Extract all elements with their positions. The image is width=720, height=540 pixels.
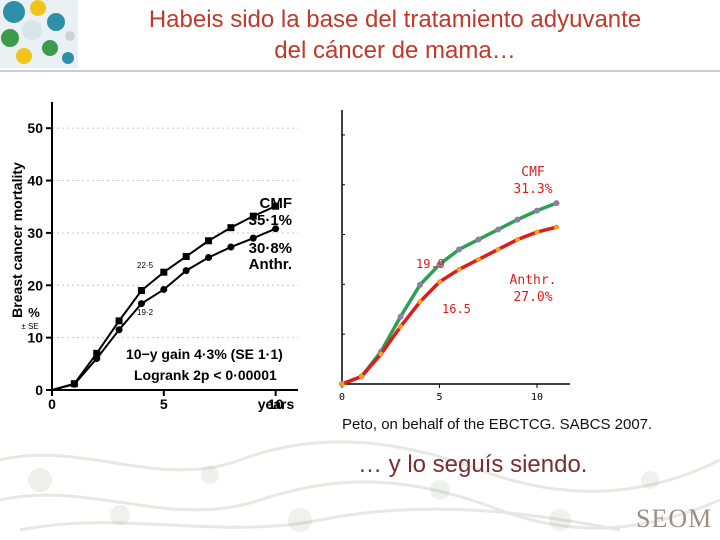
right-data-label-cmf: 19.9 [416,257,445,271]
annotation-logrank: Logrank 2p < 0·00001 [134,367,277,383]
left-point-cmf [137,287,145,295]
right-x-tick-labels: 0 5 10 [339,392,543,403]
left-x-tick-label-5: 5 [160,396,168,412]
left-y-tick-label-30: 30 [27,225,43,241]
title-line-1: Habeis sido la base del tratamiento adyu… [148,6,642,33]
left-y-axis-label: Breast cancer mortality [9,162,25,318]
right-point-anthr [378,351,384,357]
annotation-gain: 10−y gain 4·3% (SE 1·1) [126,346,283,362]
left-point-cmf [249,212,257,220]
right-point-anthr [515,237,520,243]
left-y-tick-label-20: 20 [27,277,43,293]
right-point-anthr [495,246,501,252]
left-y-tick-label-10: 10 [27,330,43,346]
right-legend-cmf-name: CMF [521,165,545,180]
left-point-cmf [115,317,123,325]
left-y-tick-label-0: 0 [35,382,43,398]
mosaic-decoration-bottom [0,440,720,532]
right-point-anthr [339,381,345,387]
data-label-cmf-5y: 22·5 [137,261,154,270]
left-y-tick-label-50: 50 [27,120,43,136]
closing-subtitle: … y lo seguís siendo. [358,451,588,478]
right-mortality-chart: 0 5 10 CMF 31.3% Anthr. 27.0% 19.9 16.5 [339,110,570,403]
left-point-cmf [272,202,280,210]
left-point-anthr [93,355,101,363]
slide-title: Habeis sido la base del tratamiento adyu… [70,4,720,66]
right-point-cmf [475,236,482,243]
left-point-anthr [249,234,257,242]
right-point-cmf [553,200,560,207]
left-y-axis-unit: % [28,305,40,320]
title-divider [0,70,720,72]
right-point-cmf [495,226,501,233]
right-point-cmf [397,313,404,320]
right-point-cmf [534,207,540,214]
left-y-tick-labels: 0 10 20 30 40 50 [27,120,43,398]
right-legend-anthr-value: 27.0% [513,290,552,305]
right-point-cmf [514,216,521,223]
left-point-anthr [70,380,78,388]
right-point-cmf [456,246,462,253]
left-axes [46,102,298,396]
right-point-anthr [417,299,423,305]
left-gridlines [52,127,298,339]
right-series-line-anthr [341,225,557,386]
left-x-tick-labels: 0 5 10 [48,396,284,412]
right-legend-anthr-name: Anthr. [510,273,557,288]
right-point-anthr [476,256,481,262]
left-point-anthr [205,254,213,262]
right-point-cmf [417,281,423,288]
right-point-anthr [456,266,462,272]
left-point-cmf [93,349,101,357]
left-point-cmf [205,237,213,245]
left-x-axis-label: years [258,396,295,412]
right-point-anthr [554,224,559,230]
right-series-group [339,200,560,387]
left-point-cmf [227,224,235,232]
left-x-tick-label-10: 10 [268,396,284,412]
right-point-anthr [398,324,403,330]
mosaic-decoration-top [0,0,78,68]
right-point-anthr [534,229,540,235]
right-legend-cmf-value: 31.3% [513,182,552,197]
left-point-anthr [272,225,280,233]
left-point-anthr [160,285,168,293]
right-point-cmf [436,261,443,268]
left-point-anthr [182,267,190,275]
citation-text: Peto, on behalf of the EBCTCG. SABCS 200… [342,416,653,433]
left-point-cmf [182,252,190,260]
left-point-anthr [227,243,235,251]
left-point-cmf [160,268,168,276]
legend-anthr-name: Anthr. [249,256,292,273]
title-line-2: del cáncer de mama… [274,37,516,64]
legend-anthr-value: 30·8% [249,240,292,257]
left-series-group [51,202,280,391]
left-point-anthr [137,300,145,308]
left-y-axis-note: ± SE [21,322,38,331]
data-label-anthr-5y: 19·2 [137,308,154,317]
seom-logo: SEOM [636,504,713,533]
left-plot-background [52,102,298,390]
right-x-tick-label-10: 10 [531,392,543,403]
left-mortality-chart: 0 10 20 30 40 50 0 5 10 Breast cancer mortality… [9,102,298,412]
legend-cmf-name: CMF [260,195,293,212]
right-point-anthr [359,374,364,380]
left-point-anthr [115,326,123,334]
left-y-tick-label-40: 40 [27,173,43,189]
legend-cmf-value: 35·1% [249,212,292,229]
right-axes [341,110,570,388]
right-point-anthr [437,279,442,285]
right-x-tick-label-0: 0 [339,392,345,403]
right-x-tick-label-5: 5 [436,392,442,403]
right-data-label-anthr: 16.5 [442,302,471,316]
left-x-tick-label-0: 0 [48,396,56,412]
